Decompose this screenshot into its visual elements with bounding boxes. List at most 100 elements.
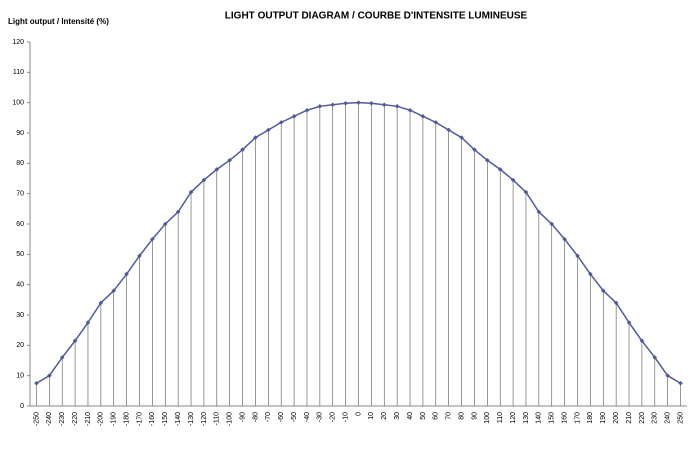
data-point — [523, 189, 529, 195]
data-point — [317, 104, 323, 109]
x-tick-label: -220 — [72, 412, 79, 426]
data-point — [175, 209, 181, 215]
data-point — [278, 120, 284, 125]
data-point — [652, 355, 658, 360]
data-point — [394, 104, 400, 109]
x-tick-label: -170 — [136, 412, 143, 426]
y-tick-label: 10 — [16, 373, 24, 380]
x-tick-label: 220 — [639, 412, 646, 424]
x-tick-label: 200 — [613, 412, 620, 424]
data-point — [47, 373, 52, 378]
x-tick-label: 90 — [471, 412, 478, 420]
x-tick-label: 160 — [561, 412, 568, 424]
data-point — [162, 221, 168, 227]
x-tick-label: -50 — [291, 412, 298, 422]
data-point — [459, 135, 464, 140]
x-tick-label: 20 — [381, 412, 388, 420]
data-point — [588, 271, 593, 277]
data-point — [639, 338, 645, 344]
x-tick-label: -120 — [201, 412, 208, 426]
x-tick-label: -90 — [239, 412, 246, 422]
x-tick-label: -140 — [175, 412, 182, 426]
x-tick-label: -60 — [278, 412, 285, 422]
x-tick-label: 250 — [677, 412, 684, 424]
data-point — [678, 380, 683, 386]
x-tick-label: 110 — [497, 412, 504, 423]
data-point — [420, 114, 426, 119]
x-tick-label: -210 — [85, 412, 92, 426]
x-tick-label: -250 — [33, 412, 40, 426]
x-tick-label: -10 — [342, 412, 349, 422]
x-tick-label: 210 — [626, 412, 633, 424]
x-tick-label: -190 — [111, 412, 118, 426]
data-point — [446, 127, 451, 133]
data-point — [150, 236, 155, 242]
data-point — [111, 288, 117, 294]
data-point — [98, 300, 104, 306]
x-tick-label: 50 — [420, 412, 427, 420]
y-tick-label: 50 — [16, 251, 24, 258]
y-tick-label: 110 — [13, 69, 24, 76]
x-tick-label: 180 — [587, 412, 594, 424]
data-point — [34, 380, 39, 386]
data-point — [124, 271, 129, 277]
data-point — [549, 221, 555, 227]
x-tick-label: -110 — [214, 412, 221, 426]
x-tick-label: 230 — [652, 412, 659, 424]
data-point — [485, 158, 490, 163]
data-point — [85, 320, 91, 325]
chart-title: LIGHT OUTPUT DIAGRAM / COURBE D'INTENSIT… — [225, 11, 528, 22]
data-point — [291, 114, 297, 119]
data-point — [600, 288, 606, 294]
y-tick-label: 60 — [16, 221, 24, 228]
x-tick-label: 10 — [368, 412, 375, 420]
y-tick-label: 70 — [16, 191, 24, 198]
y-axis-title: Light output / Intensité (%) — [8, 17, 109, 26]
x-tick-label: 150 — [549, 412, 556, 424]
y-tick-label: 40 — [16, 282, 24, 289]
data-point — [575, 253, 580, 259]
x-tick-label: -200 — [98, 412, 105, 426]
x-tick-label: -100 — [227, 412, 234, 426]
x-tick-label: -160 — [149, 412, 156, 426]
data-point — [562, 236, 567, 242]
data-point — [188, 189, 194, 195]
x-tick-label: 30 — [394, 412, 401, 420]
x-tick-label: -230 — [59, 412, 66, 426]
data-point — [343, 100, 348, 106]
data-point — [137, 253, 142, 259]
data-point — [433, 120, 439, 125]
x-tick-label: -180 — [123, 412, 130, 426]
y-tick-label: 30 — [16, 312, 24, 319]
y-tick-label: 0 — [20, 403, 24, 410]
data-point — [626, 320, 632, 325]
data-point — [472, 147, 477, 152]
x-tick-label: 120 — [510, 412, 517, 424]
x-tick-label: 100 — [484, 412, 491, 424]
x-tick-label: -70 — [265, 412, 272, 422]
data-point — [227, 158, 232, 163]
x-tick-label: 240 — [665, 412, 672, 424]
x-tick-label: -30 — [317, 412, 324, 422]
data-point — [240, 147, 245, 152]
x-tick-label: -40 — [304, 412, 311, 422]
x-tick-label: 170 — [574, 412, 581, 424]
x-tick-label: -240 — [46, 412, 53, 426]
x-tick-label: 0 — [355, 412, 362, 416]
x-tick-label: 70 — [446, 412, 453, 420]
x-tick-label: -20 — [330, 412, 337, 422]
y-tick-label: 20 — [16, 342, 24, 349]
data-point — [201, 177, 207, 183]
x-tick-label: -130 — [188, 412, 195, 426]
x-tick-label: -150 — [162, 412, 169, 426]
y-tick-label: 120 — [12, 39, 24, 46]
x-tick-label: -80 — [252, 412, 259, 422]
data-point — [536, 209, 542, 215]
data-point — [59, 355, 65, 360]
data-point — [497, 167, 503, 172]
data-point — [665, 373, 670, 378]
y-tick-label: 90 — [16, 130, 24, 137]
data-point — [613, 300, 619, 306]
